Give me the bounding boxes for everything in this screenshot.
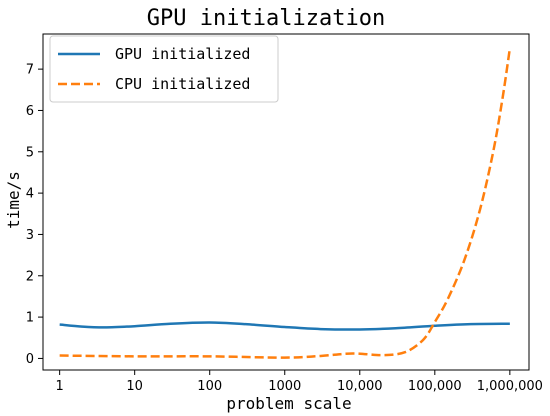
x-tick-label: 10,000 — [337, 379, 383, 394]
y-tick-label: 5 — [26, 145, 34, 160]
x-tick-label: 10 — [126, 379, 143, 394]
chart-title: GPU initialization — [147, 6, 385, 31]
y-tick-label: 4 — [26, 187, 34, 202]
legend: GPU initialized CPU initialized — [49, 35, 279, 103]
y-axis-ticks: 0 1 2 3 4 5 6 7 — [26, 63, 43, 367]
x-tick-label: 1000 — [268, 379, 301, 394]
series-line-cpu — [59, 48, 512, 359]
x-axis-label: problem scale — [226, 394, 351, 413]
y-tick-label: 6 — [26, 104, 34, 119]
y-tick-label: 2 — [26, 269, 34, 284]
x-tick-label: 1,000,000 — [477, 379, 543, 394]
legend-box — [49, 35, 279, 103]
x-tick-label: 1 — [56, 379, 64, 394]
y-tick-label: 1 — [26, 311, 34, 326]
legend-label-cpu: CPU initialized — [115, 75, 250, 93]
legend-label-gpu: GPU initialized — [115, 45, 250, 63]
y-tick-label: 3 — [26, 228, 34, 243]
y-tick-label: 7 — [26, 63, 34, 78]
plot-frame — [42, 33, 530, 371]
series-layer — [59, 48, 512, 359]
y-axis-label: time/s — [4, 171, 23, 229]
x-tick-label: 100 — [197, 379, 222, 394]
series-line-gpu — [59, 321, 510, 331]
x-axis-ticks: 1 10 100 1000 10,000 100,000 1,000,000 — [56, 370, 543, 394]
x-tick-label: 100,000 — [408, 379, 462, 394]
y-tick-label: 0 — [26, 352, 34, 367]
